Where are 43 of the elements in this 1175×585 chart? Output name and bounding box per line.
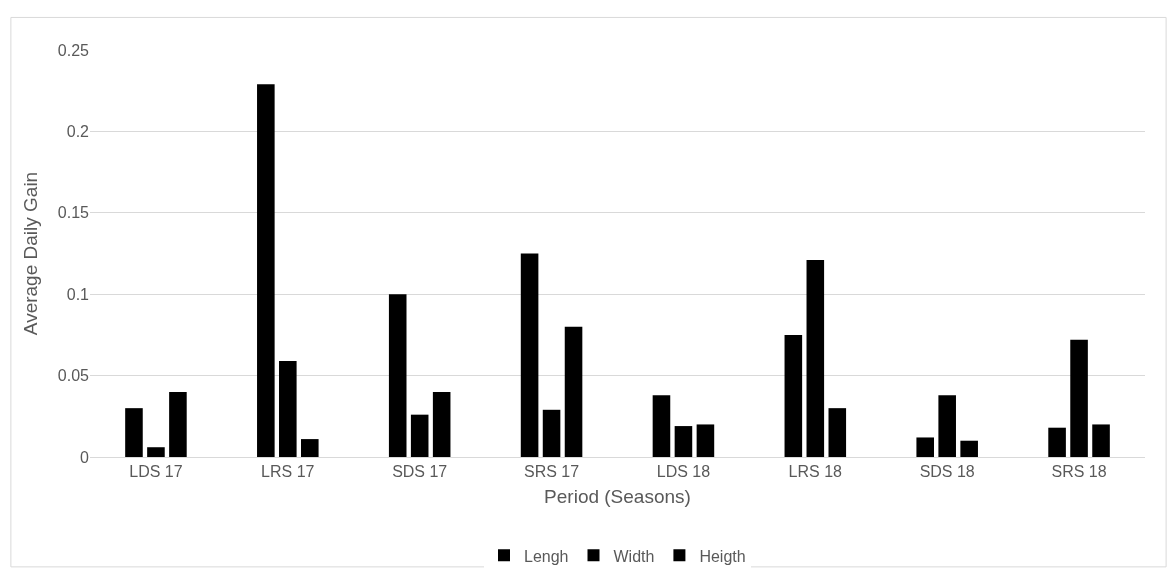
bar [1048, 427, 1066, 457]
bar [916, 437, 934, 457]
x-tick-label: SRS 18 [1051, 463, 1107, 481]
bar [520, 253, 539, 457]
x-tick-label: LRS 18 [788, 463, 843, 481]
y-tick-label: 0.05 [57, 367, 90, 385]
x-tick-label: SDS 17 [392, 463, 448, 481]
y-tick-label: 0 [80, 448, 90, 466]
x-tick-label: LDS 17 [129, 463, 183, 481]
legend-label: Heigth [699, 547, 746, 565]
legend-label: Lengh [524, 547, 569, 565]
bar [1070, 339, 1088, 457]
bar [257, 84, 275, 457]
bar [1092, 424, 1110, 457]
bar [696, 424, 715, 457]
bar [125, 408, 143, 457]
legend-label: Width [613, 547, 655, 565]
bar [652, 395, 671, 457]
bar [960, 440, 978, 457]
bar [806, 260, 825, 457]
y-tick-label: 0.25 [57, 41, 90, 59]
y-tick-label: 0.2 [66, 123, 90, 140]
y-tick-label: 0.15 [57, 204, 90, 222]
x-tick-label: LDS 18 [656, 463, 711, 481]
x-tick-label: SRS 17 [523, 463, 580, 481]
bar [279, 360, 297, 457]
bar [388, 294, 407, 457]
y-axis-title: Average Daily Gain [19, 171, 41, 336]
bar [938, 395, 956, 457]
bar [674, 426, 693, 457]
bar [169, 391, 187, 457]
x-tick-label: LRS 17 [261, 463, 315, 481]
x-axis-title: Period (Seasons) [544, 486, 691, 507]
bar [432, 391, 451, 457]
bar [828, 408, 847, 457]
bar [147, 447, 165, 457]
bar [784, 334, 803, 457]
x-tick-label: SDS 18 [919, 463, 975, 481]
bar [410, 414, 429, 457]
y-tick-label: 0.1 [66, 285, 90, 303]
bar [564, 326, 583, 457]
bar [542, 409, 561, 457]
bar [301, 439, 319, 457]
